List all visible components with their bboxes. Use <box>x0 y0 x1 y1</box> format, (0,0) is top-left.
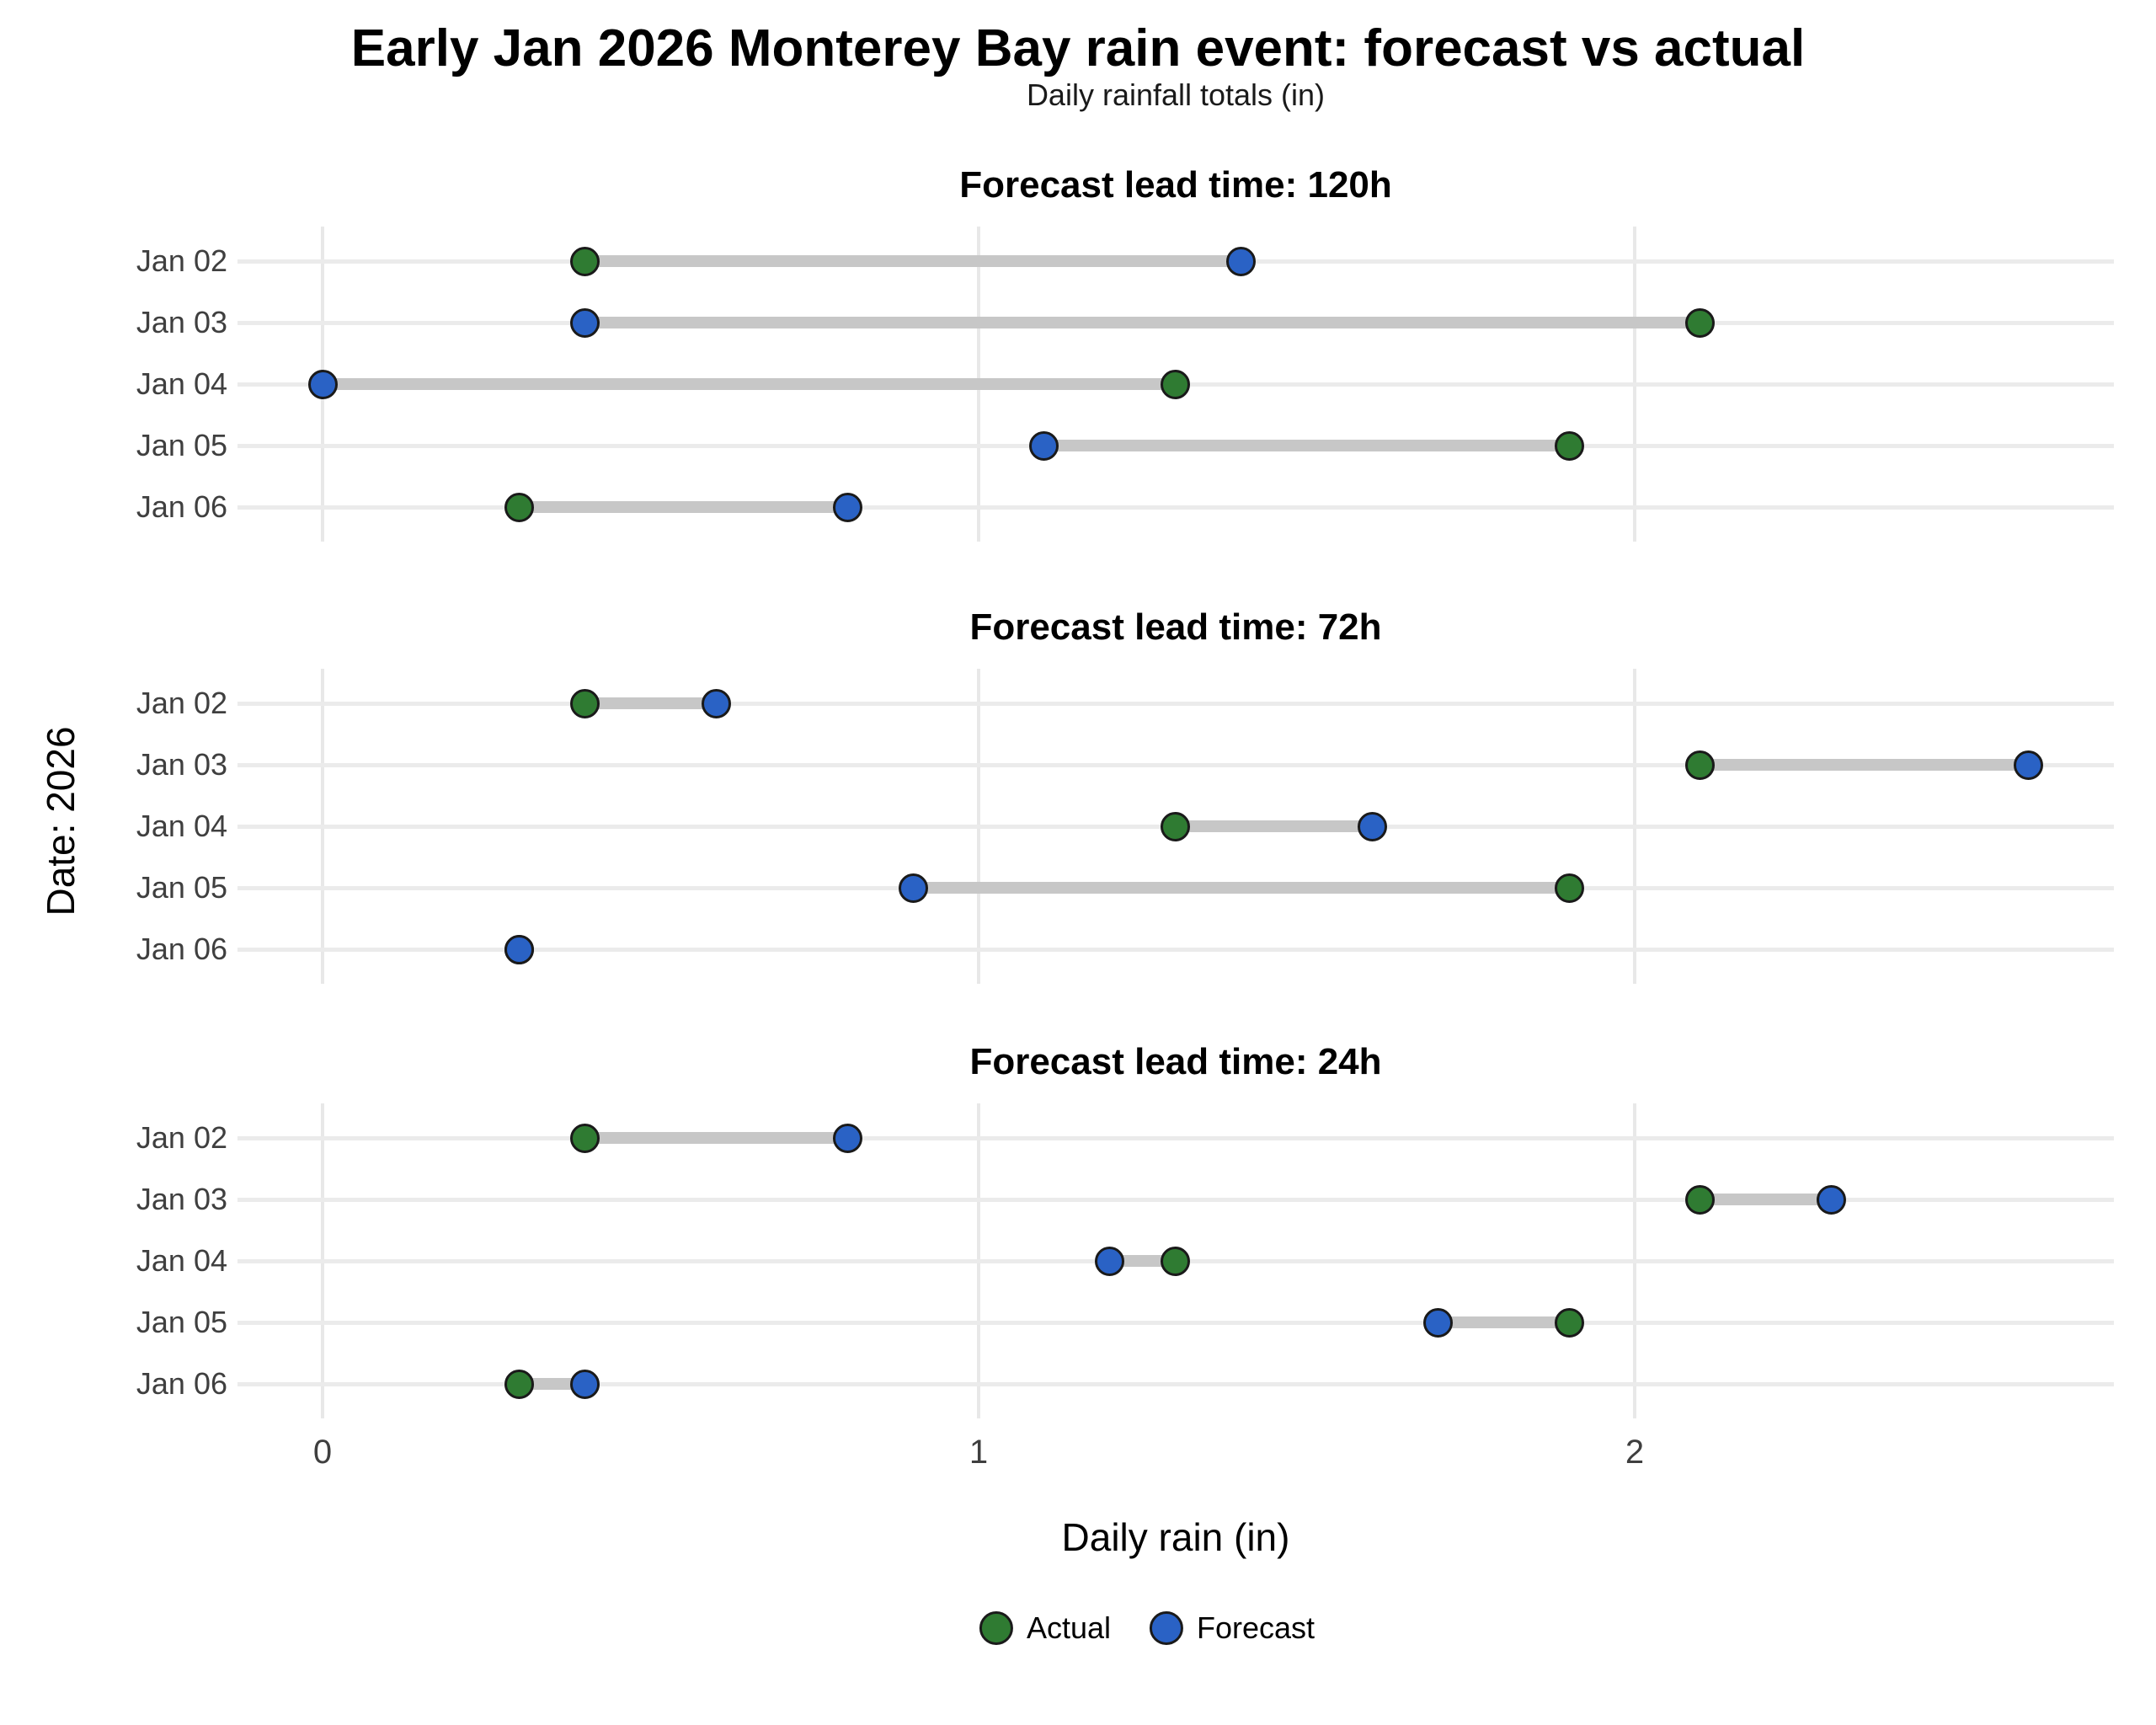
dumbbell-segment <box>1700 759 2029 771</box>
actual-dot <box>1161 811 1191 841</box>
forecast-dot <box>1095 1246 1125 1276</box>
grid-y-line <box>237 1382 2114 1386</box>
forecast-dot <box>1422 1307 1453 1338</box>
dumbbell-segment <box>1175 820 1373 832</box>
actual-dot <box>1685 307 1716 338</box>
dumbbell-segment <box>1438 1316 1570 1328</box>
actual-dot <box>1685 750 1716 780</box>
y-tick-label: Jan 06 <box>136 1366 227 1401</box>
y-tick-label: Jan 03 <box>136 747 227 782</box>
dumbbell-segment <box>584 317 1700 328</box>
grid-y-line <box>237 763 2114 767</box>
y-tick-label: Jan 06 <box>136 932 227 966</box>
y-tick-label: Jan 05 <box>136 870 227 905</box>
dumbbell-segment <box>913 882 1570 894</box>
actual-legend-dot <box>979 1611 1013 1645</box>
forecast-dot <box>1817 1184 1847 1215</box>
actual-dot <box>570 246 600 276</box>
grid-y-line <box>237 1136 2114 1140</box>
legend: Actual Forecast <box>979 1607 1315 1649</box>
y-tick-label: Jan 02 <box>136 1120 227 1155</box>
grid-y-line <box>237 1321 2114 1325</box>
y-tick-label: Jan 03 <box>136 305 227 339</box>
legend-label: Actual <box>1026 1610 1112 1645</box>
forecast-dot <box>1357 811 1387 841</box>
forecast-dot <box>898 873 928 903</box>
actual-dot <box>1161 1246 1191 1276</box>
legend-label: Forecast <box>1197 1610 1315 1645</box>
actual-dot <box>504 492 535 522</box>
forecast-legend-dot <box>1150 1611 1184 1645</box>
forecast-dot <box>570 307 600 338</box>
x-axis-title: Daily rain (in) <box>1061 1515 1290 1559</box>
forecast-dot <box>1029 430 1059 461</box>
forecast-dot <box>832 1123 862 1153</box>
y-tick-label: Jan 04 <box>136 1243 227 1278</box>
x-tick-label: 1 <box>969 1434 989 1471</box>
actual-dot <box>1554 873 1584 903</box>
dumbbell-segment <box>1700 1194 1832 1205</box>
dumbbell-segment <box>519 501 848 513</box>
panel-title: Forecast lead time: 120h <box>959 164 1392 206</box>
grid-y-line <box>237 1198 2114 1202</box>
dumbbell-segment <box>323 378 1176 390</box>
forecast-dot <box>504 934 535 964</box>
grid-y-line <box>237 505 2114 510</box>
panel-plot-area <box>237 669 2114 984</box>
y-tick-label: Jan 05 <box>136 1305 227 1339</box>
forecast-dot <box>570 1369 600 1399</box>
actual-dot <box>1685 1184 1716 1215</box>
grid-y-line <box>237 948 2114 952</box>
legend-item: Actual <box>979 1610 1111 1646</box>
chart-title: Early Jan 2026 Monterey Bay rain event: … <box>350 19 1806 77</box>
panel-plot-area <box>237 227 2114 542</box>
dumbbell-segment <box>519 1378 585 1390</box>
x-tick-label: 0 <box>312 1434 333 1471</box>
x-tick-label: 2 <box>1625 1434 1645 1471</box>
dumbbell-segment <box>1109 1255 1176 1267</box>
actual-dot <box>570 688 600 718</box>
y-tick-label: Jan 06 <box>136 489 227 524</box>
y-tick-label: Jan 04 <box>136 366 227 401</box>
actual-dot <box>1554 1307 1584 1338</box>
dumbbell-segment <box>584 1132 848 1144</box>
chart-subtitle: Daily rainfall totals (in) <box>1026 77 1326 112</box>
forecast-dot <box>832 492 862 522</box>
y-tick-label: Jan 02 <box>136 243 227 278</box>
forecast-dot <box>1226 246 1257 276</box>
actual-dot <box>504 1369 535 1399</box>
dumbbell-segment <box>584 697 717 709</box>
actual-dot <box>1554 430 1584 461</box>
y-tick-label: Jan 05 <box>136 428 227 462</box>
grid-y-line <box>237 702 2114 706</box>
panel-title: Forecast lead time: 72h <box>969 606 1382 648</box>
forecast-dot <box>701 688 731 718</box>
actual-dot <box>1161 369 1191 399</box>
y-tick-label: Jan 03 <box>136 1182 227 1216</box>
legend-item: Forecast <box>1150 1610 1315 1646</box>
dumbbell-segment <box>1043 440 1570 451</box>
panel-plot-area <box>237 1103 2114 1418</box>
actual-dot <box>570 1123 600 1153</box>
panel-title: Forecast lead time: 24h <box>969 1041 1382 1082</box>
dumbbell-segment <box>584 255 1241 267</box>
y-tick-label: Jan 04 <box>136 809 227 843</box>
y-tick-label: Jan 02 <box>136 686 227 720</box>
forecast-dot <box>307 369 338 399</box>
forecast-dot <box>2013 750 2043 780</box>
